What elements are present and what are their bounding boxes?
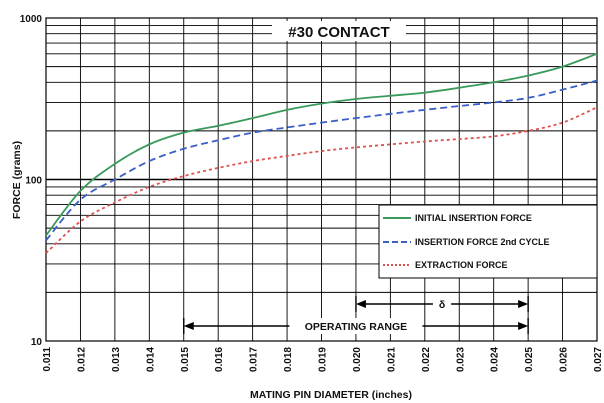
y-tick-label: 1000 xyxy=(20,14,43,25)
x-tick-label: 0.026 xyxy=(559,347,570,372)
legend-label-initial: INITIAL INSERTION FORCE xyxy=(415,213,532,223)
x-tick-label: 0.021 xyxy=(386,347,397,372)
series-line-extraction-force xyxy=(45,106,598,254)
x-tick-label: 0.018 xyxy=(283,347,294,372)
delta-arrow-label: δ xyxy=(439,299,445,311)
title-box xyxy=(272,21,406,41)
grid xyxy=(45,17,598,342)
annotation-layer: OPERATING RANGE δ xyxy=(183,296,529,334)
x-tick-label: 0.017 xyxy=(249,347,260,372)
operating-range-arrow-arrowhead-left xyxy=(183,322,194,330)
x-tick-labels: 0.011 0.012 0.013 0.014 0.015 0.016 0.017 0.018… xyxy=(42,347,604,372)
series-line-insertion-force-2nd-cycle xyxy=(45,79,598,241)
y-axis-title: FORCE (grams) xyxy=(11,141,23,219)
legend-box xyxy=(378,204,598,279)
y-tick-label: 100 xyxy=(25,176,42,187)
operating-range-arrow-arrowhead-right xyxy=(518,322,529,330)
series-line-initial-insertion-force xyxy=(45,52,598,237)
chart-title: #30 CONTACT xyxy=(288,24,389,41)
x-tick-label: 0.014 xyxy=(145,347,156,372)
delta-arrow-arrowhead-left xyxy=(355,300,366,308)
x-tick-label: 0.013 xyxy=(111,347,122,372)
x-tick-label: 0.015 xyxy=(180,347,191,372)
x-axis-title: MATING PIN DIAMETER (inches) xyxy=(250,389,412,401)
delta-arrow-label-bg xyxy=(432,296,452,312)
operating-range-arrow-label-bg xyxy=(289,318,423,334)
legend-label-second-cycle: INSERTION FORCE 2nd CYCLE xyxy=(415,237,550,247)
x-tick-label: 0.020 xyxy=(352,347,363,372)
x-tick-label: 0.025 xyxy=(524,347,535,372)
x-tick-label: 0.027 xyxy=(593,347,604,372)
legend: INITIAL INSERTION FORCE INSERTION FORCE … xyxy=(378,204,598,279)
x-tick-label: 0.022 xyxy=(421,347,432,372)
legend-label-extraction: EXTRACTION FORCE xyxy=(415,260,508,270)
operating-range-arrow-label: OPERATING RANGE xyxy=(305,321,407,333)
y-tick-labels: 1000 100 10 xyxy=(20,14,43,348)
x-tick-label: 0.011 xyxy=(42,347,53,372)
x-tick-label: 0.019 xyxy=(318,347,329,372)
y-tick-label: 10 xyxy=(31,337,43,348)
x-tick-label: 0.012 xyxy=(76,347,87,372)
series-layer xyxy=(45,52,598,254)
delta-arrow-arrowhead-right xyxy=(518,300,529,308)
x-tick-label: 0.023 xyxy=(455,347,466,372)
x-tick-label: 0.016 xyxy=(214,347,225,372)
x-tick-label: 0.024 xyxy=(490,347,501,372)
